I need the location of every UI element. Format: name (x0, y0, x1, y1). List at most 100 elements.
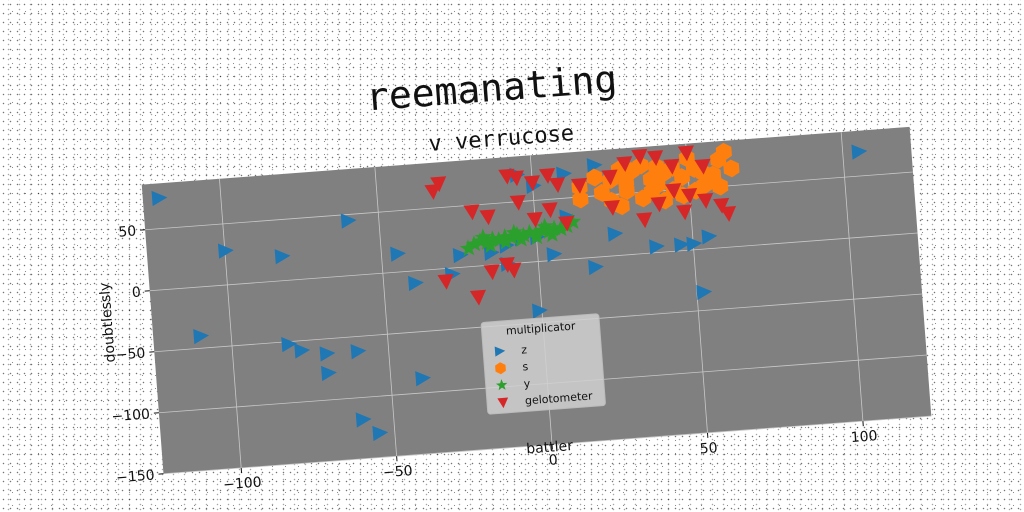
data-point (694, 158, 711, 175)
data-point (616, 156, 633, 172)
legend-box (480, 313, 606, 415)
data-point (512, 230, 530, 248)
plot-area: −100 −50 0 50 100 −150 −100 −50 0 50 multiplicato… (111, 126, 932, 493)
data-point (715, 142, 732, 161)
legend-marker-y (495, 379, 508, 391)
y-gridline (163, 415, 932, 475)
data-point (459, 239, 477, 257)
data-point (632, 156, 649, 175)
chart-subtitle: v verrucose (428, 121, 575, 157)
series-y (459, 213, 582, 257)
axes: −100 −50 0 50 100 −150 −100 −50 0 50 (111, 223, 878, 493)
x-gridline (840, 131, 864, 422)
data-point (483, 264, 500, 281)
data-point (558, 215, 575, 232)
series-gelotometer (424, 145, 737, 306)
data-point (697, 192, 714, 209)
data-point (570, 177, 587, 194)
data-point (350, 344, 367, 360)
data-point (538, 168, 556, 184)
data-point (618, 182, 635, 201)
data-point (498, 168, 515, 185)
data-point (723, 159, 740, 178)
data-point (586, 168, 603, 187)
data-point (294, 343, 311, 359)
data-point (479, 209, 496, 226)
legend-title: multiplicator (505, 319, 576, 337)
data-point (680, 188, 698, 204)
data-point (649, 176, 666, 195)
y-tick-label: −50 (115, 345, 146, 363)
y-axis-label: doubtlessly (97, 282, 119, 363)
y-tick-label: −100 (111, 406, 151, 425)
data-point (646, 150, 664, 166)
y-gridline (149, 232, 918, 292)
y-tick-label: −150 (116, 467, 156, 486)
data-point (635, 212, 653, 229)
x-gridline (374, 167, 398, 457)
data-point (719, 205, 737, 222)
legend-marker-gelotometer (497, 397, 509, 409)
data-point (424, 183, 441, 200)
data-point (437, 273, 454, 290)
data-point (505, 262, 522, 279)
plot-background (141, 126, 932, 474)
data-point (601, 169, 618, 186)
data-point (274, 249, 291, 265)
data-point (390, 246, 407, 262)
x-axis-label: battler (526, 438, 574, 457)
x-tick-label: 50 (699, 440, 718, 457)
data-point (532, 303, 548, 319)
data-point (649, 239, 665, 255)
x-tick-label: −100 (223, 474, 263, 493)
data-point (496, 232, 514, 250)
data-point (481, 236, 499, 254)
data-point (319, 346, 336, 362)
data-point (586, 158, 603, 174)
data-point (607, 226, 624, 242)
x-tick-label: 100 (850, 428, 878, 446)
data-point (541, 202, 558, 219)
data-point (281, 336, 298, 353)
data-point (686, 236, 703, 252)
data-point (677, 145, 694, 162)
figure: reemanating v verrucose −100 −50 0 50 100 −15… (97, 57, 932, 493)
x-tick-label: 0 (548, 452, 558, 469)
data-point (665, 183, 682, 200)
chart-title: reemanating (364, 57, 618, 120)
x-tick-label: −50 (382, 463, 413, 481)
data-point (321, 365, 337, 382)
data-point (415, 371, 432, 387)
data-point (355, 412, 372, 428)
data-point (564, 213, 582, 230)
data-point (851, 144, 868, 160)
data-point (650, 196, 667, 213)
data-point (408, 275, 424, 292)
data-point (546, 247, 563, 263)
data-point (634, 189, 652, 208)
data-point (704, 165, 722, 184)
data-point (676, 204, 693, 221)
data-point (543, 225, 561, 243)
data-point (588, 259, 604, 276)
data-point (193, 328, 210, 345)
data-point (536, 217, 554, 235)
data-point (469, 289, 486, 306)
data-point (673, 168, 691, 187)
data-point (526, 211, 543, 228)
data-point (465, 235, 483, 252)
data-point (372, 425, 389, 442)
data-point (217, 243, 234, 259)
data-point (701, 229, 718, 245)
legend-marker-s (495, 362, 506, 375)
data-point (151, 190, 168, 207)
legend-marker-z (494, 346, 506, 357)
data-point (548, 177, 566, 193)
data-point (340, 213, 357, 229)
data-point (631, 148, 648, 165)
data-point (463, 204, 480, 221)
y-tick-label: 0 (131, 284, 141, 301)
data-point (603, 199, 620, 216)
y-gridline (145, 171, 913, 231)
data-point (663, 158, 680, 175)
